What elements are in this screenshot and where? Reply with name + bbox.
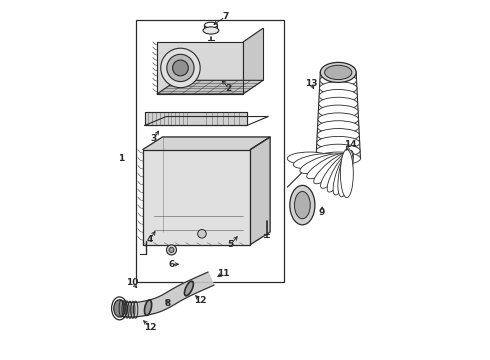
Text: 11: 11 [217, 269, 230, 278]
Text: 2: 2 [226, 84, 232, 93]
Ellipse shape [319, 89, 357, 102]
Text: 12: 12 [194, 296, 206, 305]
Ellipse shape [317, 129, 359, 141]
Polygon shape [119, 272, 214, 317]
Ellipse shape [341, 149, 353, 198]
Ellipse shape [318, 105, 358, 118]
Ellipse shape [327, 151, 353, 192]
Ellipse shape [167, 245, 176, 255]
Ellipse shape [319, 82, 357, 95]
Ellipse shape [167, 54, 194, 82]
Text: 1: 1 [118, 154, 124, 163]
Ellipse shape [320, 66, 356, 79]
Ellipse shape [290, 185, 315, 225]
Ellipse shape [204, 22, 218, 28]
Ellipse shape [317, 144, 360, 157]
Polygon shape [250, 137, 270, 244]
Text: 3: 3 [150, 134, 157, 143]
Polygon shape [157, 80, 263, 94]
Ellipse shape [307, 153, 347, 179]
Text: 14: 14 [344, 140, 357, 149]
Ellipse shape [172, 60, 188, 76]
Ellipse shape [184, 281, 194, 296]
Ellipse shape [300, 154, 343, 174]
Ellipse shape [320, 152, 352, 188]
Ellipse shape [320, 62, 356, 82]
Ellipse shape [294, 192, 310, 219]
Polygon shape [145, 112, 247, 126]
Ellipse shape [318, 97, 358, 110]
Text: 10: 10 [126, 278, 138, 287]
Ellipse shape [204, 28, 218, 33]
Polygon shape [157, 42, 243, 94]
Ellipse shape [333, 150, 353, 195]
Ellipse shape [197, 229, 206, 238]
Polygon shape [143, 149, 250, 244]
Text: 5: 5 [227, 240, 234, 249]
Polygon shape [243, 28, 263, 94]
Bar [136, 21, 285, 282]
Ellipse shape [114, 300, 125, 317]
Text: 13: 13 [305, 79, 318, 88]
Ellipse shape [338, 150, 353, 197]
Ellipse shape [169, 247, 174, 252]
Text: 7: 7 [222, 12, 228, 21]
Ellipse shape [287, 152, 332, 165]
Text: 4: 4 [147, 235, 153, 244]
Ellipse shape [318, 121, 359, 134]
Ellipse shape [314, 153, 350, 184]
Text: 12: 12 [144, 323, 156, 332]
Polygon shape [143, 137, 270, 149]
Ellipse shape [145, 300, 151, 315]
Ellipse shape [203, 27, 219, 34]
Text: 9: 9 [319, 208, 325, 217]
Text: 8: 8 [165, 299, 171, 308]
Ellipse shape [318, 113, 359, 126]
Ellipse shape [316, 152, 361, 165]
Ellipse shape [161, 48, 200, 87]
Ellipse shape [294, 154, 338, 168]
Ellipse shape [317, 136, 360, 149]
Ellipse shape [320, 74, 357, 87]
Text: 6: 6 [169, 260, 174, 269]
Ellipse shape [324, 65, 352, 80]
